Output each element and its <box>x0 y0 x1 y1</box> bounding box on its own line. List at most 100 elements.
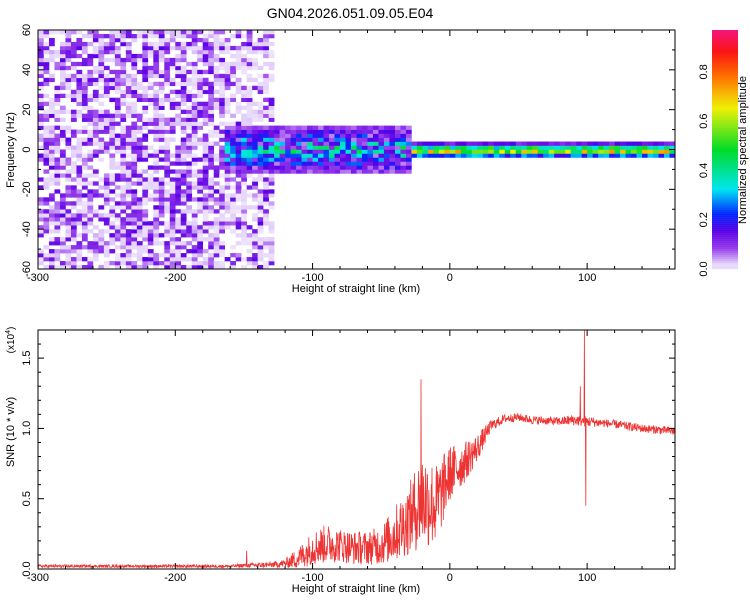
heatmap-cell <box>263 217 269 222</box>
heatmap-cell <box>164 189 171 194</box>
heatmap-cell <box>43 109 50 114</box>
heatmap-cell <box>131 197 138 202</box>
heatmap-cell <box>38 53 44 59</box>
heatmap-cell <box>125 217 132 222</box>
heatmap-cell <box>169 193 176 198</box>
heatmap-cell <box>98 53 105 59</box>
heatmap-cell <box>120 125 127 130</box>
heatmap-cell <box>48 265 55 270</box>
heatmap-cell <box>76 81 83 87</box>
heatmap-cell <box>367 153 374 158</box>
heatmap-cell <box>158 49 165 55</box>
heatmap-cell <box>329 149 335 154</box>
heatmap-cell <box>394 129 401 134</box>
heatmap-cell <box>279 153 286 158</box>
heatmap-cell <box>180 241 187 246</box>
heatmap-cell <box>59 149 66 154</box>
heatmap-cell <box>158 97 165 102</box>
heatmap-cell <box>142 181 149 186</box>
heatmap-cell <box>169 209 176 214</box>
heatmap-cell <box>92 117 99 122</box>
heatmap-cell <box>202 169 209 174</box>
heatmap-cell <box>48 109 55 114</box>
heatmap-cell <box>59 77 66 83</box>
heatmap-cell <box>54 205 61 210</box>
heatmap-cell <box>263 81 269 87</box>
heatmap-cell <box>658 141 665 146</box>
heatmap-cell <box>81 101 88 106</box>
heatmap-cell <box>76 45 83 51</box>
heatmap-cell <box>526 153 533 158</box>
heatmap-cell <box>378 133 385 138</box>
heatmap-cell <box>230 265 236 270</box>
heatmap-cell <box>356 133 363 138</box>
heatmap-cell <box>142 49 149 55</box>
heatmap-cell <box>219 265 226 270</box>
heatmap-cell <box>334 153 341 158</box>
heatmap-cell <box>125 113 132 118</box>
heatmap-cell <box>603 141 610 146</box>
heatmap-cell <box>235 233 242 238</box>
heatmap-cell <box>153 105 160 110</box>
heatmap-cell <box>125 129 132 134</box>
heatmap-cell <box>252 65 258 71</box>
heatmap-cell <box>87 61 94 67</box>
heatmap-cell <box>664 145 670 150</box>
heatmap-cell <box>153 133 160 138</box>
heatmap-cell <box>268 49 275 55</box>
heatmap-cell <box>274 157 280 162</box>
heatmap-cell <box>186 257 193 262</box>
heatmap-cell <box>246 109 253 114</box>
heatmap-cell <box>559 141 566 146</box>
heatmap-cell <box>92 169 99 174</box>
heatmap-cell <box>54 97 61 102</box>
heatmap-cell <box>405 129 412 134</box>
heatmap-cell <box>241 225 247 230</box>
heatmap-cell <box>537 153 544 158</box>
heatmap-cell <box>241 93 247 99</box>
heatmap-cell <box>158 30 165 35</box>
heatmap-cell <box>147 173 154 178</box>
heatmap-cell <box>169 253 176 258</box>
heatmap-cell <box>301 125 308 130</box>
heatmap-cell <box>257 165 264 170</box>
heatmap-cell <box>142 265 149 270</box>
heatmap-cell <box>263 261 269 266</box>
colorbar-cell <box>712 137 738 140</box>
heatmap-cell <box>76 197 83 202</box>
heatmap-cell <box>103 181 110 186</box>
heatmap-cell <box>219 97 226 102</box>
heatmap-cell <box>191 97 198 102</box>
heatmap-cell <box>213 125 220 130</box>
heatmap-cell <box>224 205 231 210</box>
heatmap-cell <box>59 49 66 55</box>
heatmap-cell <box>466 141 473 146</box>
heatmap-cell <box>411 145 418 150</box>
heatmap-cell <box>98 57 105 63</box>
heatmap-cell <box>340 145 346 150</box>
heatmap-cell <box>581 149 588 154</box>
heatmap-cell <box>372 129 379 134</box>
heatmap-cell <box>197 249 204 254</box>
colorbar-cell <box>712 61 738 65</box>
heatmap-cell <box>219 65 226 71</box>
heatmap-cell <box>109 189 116 194</box>
heatmap-cell <box>340 169 346 174</box>
heatmap-cell <box>235 109 242 114</box>
heatmap-cell <box>471 153 478 158</box>
heatmap-cell <box>389 157 396 162</box>
heatmap-cell <box>378 161 385 166</box>
heatmap-cell <box>213 97 220 102</box>
heatmap-cell <box>153 69 160 75</box>
heatmap-cell <box>268 221 275 226</box>
heatmap-cell <box>400 169 407 174</box>
heatmap-cell <box>180 109 187 114</box>
heatmap-cell <box>180 217 187 222</box>
heatmap-cell <box>208 161 215 166</box>
heatmap-cell <box>235 77 242 83</box>
heatmap-cell <box>87 141 94 146</box>
heatmap-cell <box>142 117 149 122</box>
heatmap-cell <box>65 261 72 266</box>
heatmap-cell <box>482 153 489 158</box>
